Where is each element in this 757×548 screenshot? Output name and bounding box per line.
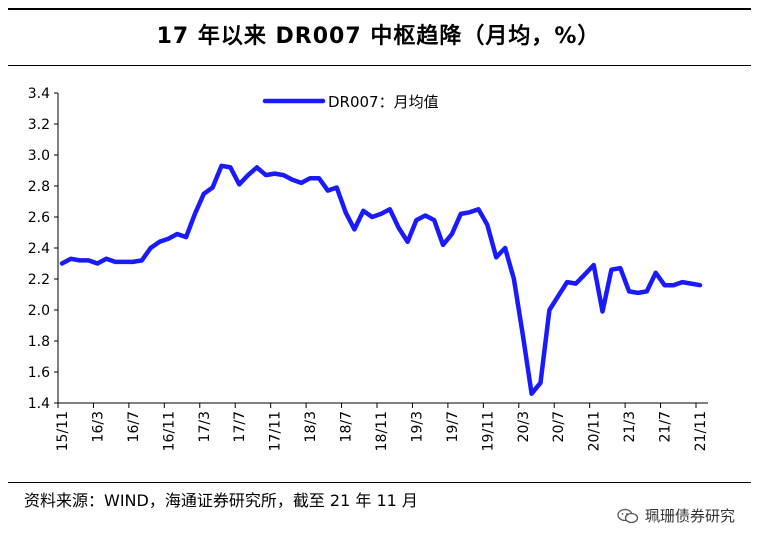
series-line-dr007 <box>59 163 703 396</box>
chart-axes <box>57 93 708 404</box>
x-tick-label: 18/11 <box>374 411 390 451</box>
y-tick-label: 3.2 <box>28 117 50 133</box>
source-note: 资料来源：WIND，海通证券研究所，截至 21 年 11 月 <box>24 491 418 510</box>
y-tick-label: 2.6 <box>28 210 50 226</box>
watermark-text: 珮珊债券研究 <box>644 507 735 525</box>
x-tick-label: 17/7 <box>232 411 248 442</box>
x-tick-label: 21/11 <box>693 411 709 451</box>
y-tick-label: 3.4 <box>28 86 50 102</box>
x-tick-label: 15/11 <box>55 411 71 451</box>
wechat-icon <box>617 508 639 523</box>
x-tick-label: 21/7 <box>658 411 674 442</box>
x-tick-label: 19/7 <box>445 411 461 442</box>
y-tick-label: 3.0 <box>28 148 50 164</box>
legend-label: DR007：月均值 <box>328 93 439 111</box>
x-axis-ticks: 15/11 16/3 16/7 16/11 17/3 17/7 17/11 18/3 18/7 1… <box>55 403 709 451</box>
line-chart: 1.41.61.82.02.22.42.62.83.03.23.4 15/11 1… <box>28 86 709 451</box>
title-divider <box>8 65 751 66</box>
y-tick-label: 2.0 <box>28 303 50 319</box>
x-tick-label: 20/11 <box>587 411 603 451</box>
x-tick-label: 18/7 <box>339 411 355 442</box>
x-tick-label: 19/11 <box>480 411 496 451</box>
x-tick-label: 20/7 <box>551 411 567 442</box>
y-tick-label: 1.4 <box>28 396 50 412</box>
y-tick-label: 1.6 <box>28 365 50 381</box>
x-tick-label: 16/3 <box>90 411 106 442</box>
legend: DR007：月均值 <box>262 93 439 111</box>
x-tick-label: 20/3 <box>516 411 532 442</box>
x-tick-label: 16/11 <box>161 411 177 451</box>
y-tick-label: 2.2 <box>28 272 50 288</box>
top-rule <box>8 8 751 10</box>
series-group <box>59 163 703 396</box>
y-tick-label: 2.4 <box>28 241 50 257</box>
chart-title: 17 年以来 DR007 中枢趋降（月均，%） <box>156 24 601 49</box>
watermark: 珮珊债券研究 <box>617 505 735 526</box>
x-tick-label: 16/7 <box>126 411 142 442</box>
x-tick-label: 19/3 <box>409 411 425 442</box>
x-tick-label: 21/3 <box>622 411 638 442</box>
y-axis-ticks: 1.4 1.6 1.8 2.0 2.2 2.4 2.6 2.8 3.0 3.2 3.4 <box>28 86 58 412</box>
source-divider <box>8 482 751 483</box>
x-tick-label: 18/3 <box>303 411 319 442</box>
y-tick-label: 2.8 <box>28 179 50 195</box>
x-tick-label: 17/3 <box>197 411 213 442</box>
y-tick-label: 1.8 <box>28 334 50 350</box>
x-tick-label: 17/11 <box>268 411 284 451</box>
